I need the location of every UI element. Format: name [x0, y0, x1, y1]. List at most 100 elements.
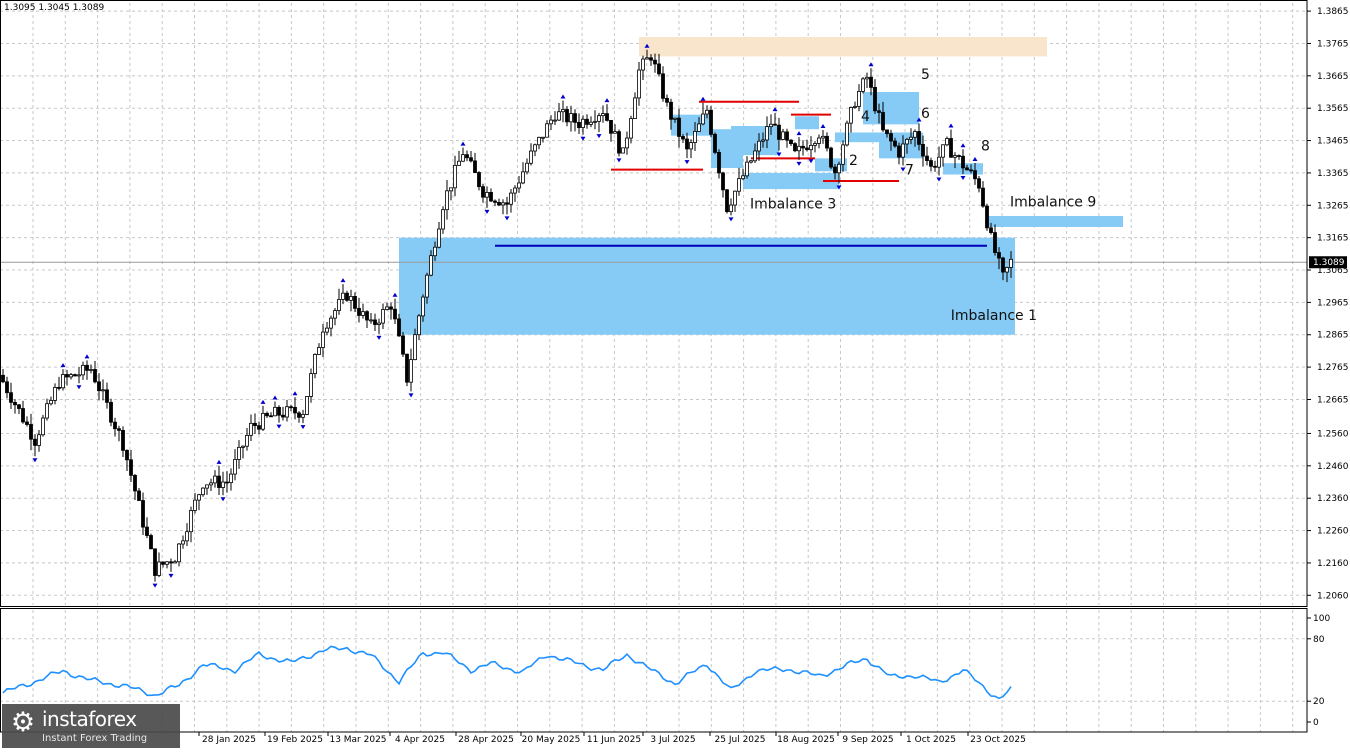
candle-body [617, 131, 621, 154]
candle-body [901, 143, 905, 158]
levels-layer [0, 100, 1307, 263]
candle-body [493, 200, 497, 203]
candle-body [489, 192, 493, 202]
candle-body [761, 139, 765, 142]
candle-body [749, 160, 753, 163]
date-tick-label: 20 May 2025 [522, 735, 581, 745]
label-2: 2 [849, 153, 858, 169]
candle-body [733, 190, 737, 206]
candle-body [821, 135, 825, 139]
candle-body [893, 140, 897, 147]
candle-body [845, 122, 849, 146]
candle-body [9, 392, 13, 403]
label-imbalance-9: Imbalance 9 [1010, 194, 1096, 210]
candle-body [109, 401, 113, 423]
candle-body [305, 396, 309, 415]
price-tick-label: 1.3665 [1317, 72, 1349, 82]
price-tick-label: 1.2260 [1317, 527, 1349, 537]
osc-tick-label: 80 [1313, 635, 1325, 645]
candle-body [501, 202, 505, 206]
fractal-up-marker [560, 94, 566, 99]
candle-body [685, 138, 689, 150]
candle-body [229, 473, 233, 484]
candle-body [521, 171, 525, 184]
candle-body [857, 90, 861, 107]
candle-body [613, 131, 617, 134]
candle-body [949, 138, 953, 158]
candle-body [473, 160, 477, 173]
candle-body [557, 111, 561, 121]
candle-body [505, 202, 509, 205]
fractal-up-marker [216, 459, 222, 464]
price-tick-label: 1.2765 [1317, 363, 1349, 373]
fractal-up-marker [604, 98, 610, 103]
candle-body [597, 115, 601, 122]
candle-body [301, 414, 305, 418]
fractal-down-marker [728, 217, 734, 222]
candle-body [673, 117, 677, 120]
candle-body [977, 178, 981, 189]
price-tick-label: 1.3565 [1317, 104, 1349, 114]
candle-body [357, 307, 361, 316]
grid [0, 3, 1307, 732]
candle-body [573, 113, 577, 123]
candle-body [481, 186, 485, 198]
fractal-down-marker [596, 134, 602, 139]
candle-body [293, 406, 297, 414]
candle-body [233, 459, 237, 475]
candle-body [409, 359, 413, 383]
candle-body [253, 422, 257, 427]
candle-body [213, 475, 217, 484]
candle-body [601, 113, 605, 117]
fractal-down-marker [684, 160, 690, 165]
fractal-up-marker [916, 117, 922, 122]
candle-body [589, 121, 593, 125]
date-tick-label: 13 Mar 2025 [329, 735, 386, 745]
candle-body [721, 172, 725, 191]
candle-body [365, 311, 369, 321]
candle-body [361, 311, 365, 316]
candle-body [33, 438, 37, 446]
candle-body [793, 143, 797, 152]
candle-body [757, 140, 761, 152]
gear-icon: ⚙ [10, 707, 36, 738]
candle-body [69, 374, 73, 378]
candle-body [201, 487, 205, 496]
candle-body [73, 374, 77, 377]
fractal-down-marker [408, 393, 414, 398]
price-tick-label: 1.2360 [1317, 494, 1349, 504]
candle-body [729, 204, 733, 213]
candle-body [401, 335, 405, 355]
candle-body [765, 126, 769, 141]
oscillator-line [2, 645, 1012, 700]
candle-body [137, 490, 141, 501]
imbalance-zone [671, 114, 711, 136]
candle-body [221, 481, 225, 488]
candle-body [133, 474, 137, 492]
candle-body [509, 192, 513, 205]
candle-body [197, 494, 201, 501]
candle-body [289, 406, 293, 409]
candle-body [205, 484, 209, 489]
candle-body [629, 118, 633, 139]
oscillator-layer [2, 645, 1012, 700]
candle-body [385, 306, 389, 310]
candle-body [633, 97, 637, 119]
candle-body [913, 131, 917, 138]
candle-body [693, 131, 697, 143]
candle-body [449, 187, 453, 192]
candle-body [393, 308, 397, 320]
candle-body [81, 364, 85, 376]
fractal-up-marker [84, 354, 90, 359]
candle-body [753, 150, 757, 162]
candle-body [453, 164, 457, 189]
price-tick-label: 1.3865 [1317, 7, 1349, 17]
candle-body [769, 123, 773, 128]
imbalance-zone [863, 92, 919, 125]
candle-body [441, 209, 445, 230]
candle-body [297, 412, 301, 418]
date-tick-label: 19 Feb 2025 [267, 735, 323, 745]
candle-body [373, 319, 377, 325]
